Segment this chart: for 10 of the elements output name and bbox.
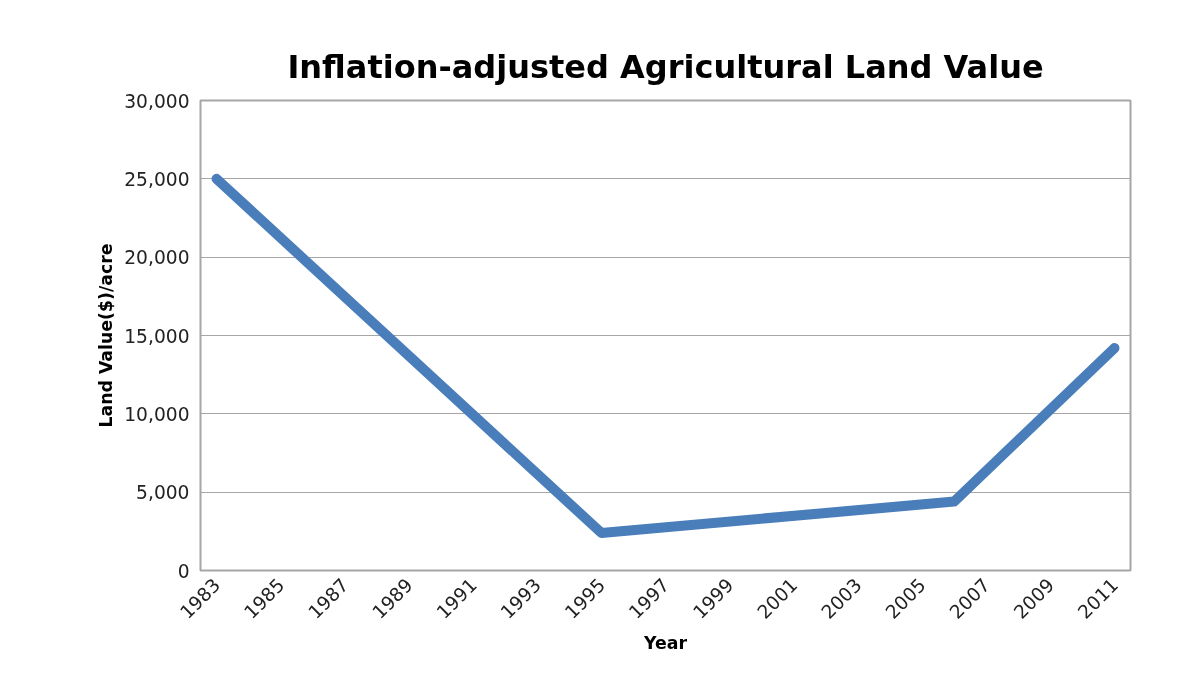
- y-tick-label: 10,000: [124, 403, 190, 425]
- chart-title: Inflation-adjusted Agricultural Land Value: [287, 47, 1044, 86]
- y-tick-label: 20,000: [124, 247, 190, 269]
- y-axis-title: Land Value($)/acre: [96, 243, 117, 428]
- y-tick-label: 0: [177, 560, 190, 582]
- y-tick-label: 15,000: [124, 325, 190, 347]
- x-axis-title: Year: [643, 632, 688, 653]
- y-tick-label: 30,000: [124, 90, 190, 112]
- y-tick-label: 5,000: [136, 482, 190, 504]
- y-tick-label: 25,000: [124, 168, 190, 190]
